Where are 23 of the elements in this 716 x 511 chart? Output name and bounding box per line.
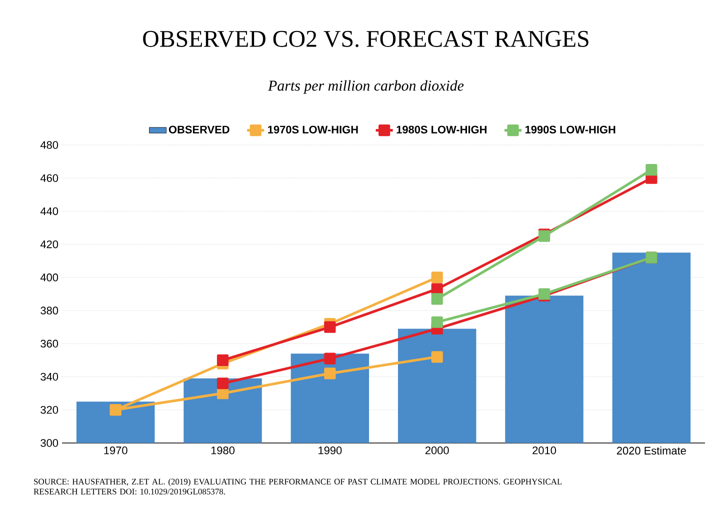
y-tick-label: 320 bbox=[40, 406, 58, 414]
y-tick-label: 460 bbox=[40, 174, 58, 182]
x-tick-label: 2020 Estimate bbox=[616, 446, 686, 455]
y-tick-label: 300 bbox=[40, 439, 58, 447]
y-tick-label: 340 bbox=[40, 372, 58, 381]
x-tick-label: 2010 bbox=[532, 446, 556, 454]
x-tick-label: 1980 bbox=[211, 446, 235, 454]
y-tick-label: 420 bbox=[40, 240, 58, 248]
y-tick-label: 380 bbox=[40, 306, 58, 314]
legend-label: 1980S LOW-HIGH bbox=[396, 126, 486, 134]
x-tick-label: 1970 bbox=[104, 446, 128, 454]
y-tick-label: 440 bbox=[40, 207, 58, 216]
chart-subtitle: Parts per million carbon dioxide bbox=[268, 80, 464, 94]
legend-label: OBSERVED bbox=[168, 126, 230, 134]
y-tick-label: 360 bbox=[40, 340, 58, 348]
x-tick-label: 1990 bbox=[318, 446, 342, 454]
y-tick-label: 480 bbox=[40, 141, 58, 149]
legend-label: 1990S LOW-HIGH bbox=[525, 126, 616, 134]
x-tick-label: 2000 bbox=[425, 446, 449, 454]
source-note: SOURCE: HAUSFATHER, Z.ET AL. (2019) EVALUATING THE PERFORMANCE OF PAST CLIMATE MODEL PROJECTIONS. GEOPHYSICAL RESEARCH LETTERS DOI: 10.1029/2019GL085378. bbox=[34, 478, 562, 494]
legend-label: 1970S LOW-HIGH bbox=[268, 126, 358, 134]
y-tick-label: 400 bbox=[40, 274, 58, 282]
chart-title: OBSERVED CO2 VS. FORECAST RANGES bbox=[143, 30, 588, 48]
